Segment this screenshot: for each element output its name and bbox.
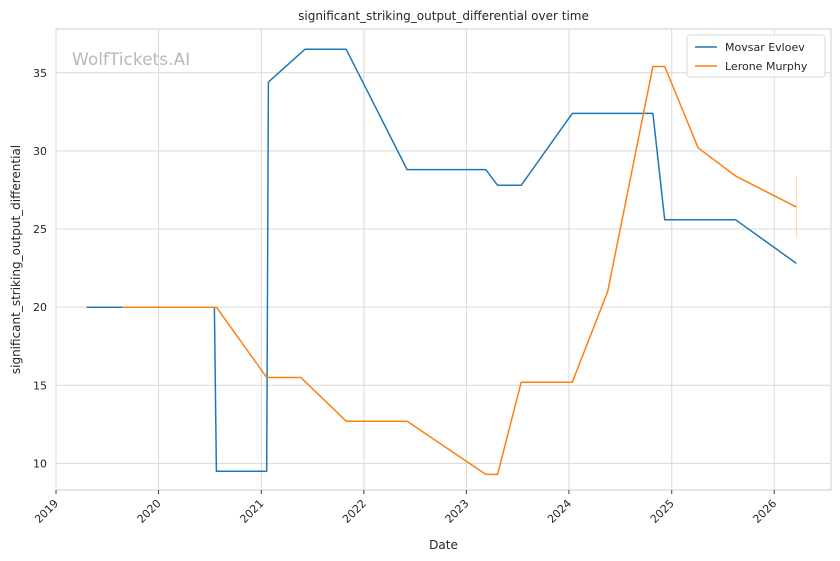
- y-axis: 10 15 20 25 30 35: [33, 67, 47, 471]
- y-tick-label: 30: [33, 145, 47, 158]
- series-layer: [86, 48, 797, 476]
- x-axis-label: Date: [429, 538, 458, 552]
- series-line: [86, 48, 797, 472]
- watermark: WolfTickets.AI: [72, 50, 190, 70]
- legend-label: Lerone Murphy: [725, 60, 808, 73]
- y-tick-label: 25: [33, 223, 47, 236]
- y-tick-label: 35: [33, 67, 47, 80]
- grid: [55, 29, 831, 490]
- y-axis-label: significant_striking_output_differential: [9, 145, 23, 374]
- legend-box: [686, 34, 826, 78]
- y-tick-label: 10: [33, 457, 47, 470]
- chart-title: significant_striking_output_differential…: [298, 9, 589, 23]
- series-line: [122, 65, 797, 476]
- legend: Movsar Evloev Lerone Murphy: [686, 34, 826, 78]
- plot-area: [55, 28, 832, 491]
- y-tick-label: 20: [33, 301, 47, 314]
- y-tick-label: 15: [33, 379, 47, 392]
- legend-label: Movsar Evloev: [725, 41, 805, 54]
